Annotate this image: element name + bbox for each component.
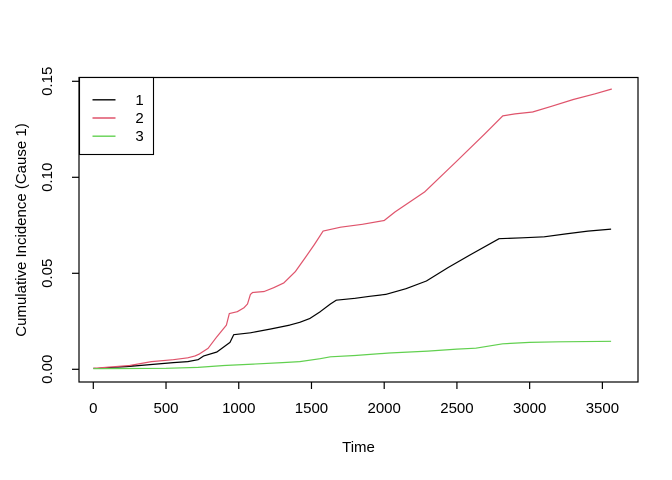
series-line-2 xyxy=(93,88,612,369)
y-tick-label: 0.10 xyxy=(39,163,56,192)
legend-entry-label-3: 3 xyxy=(135,128,143,145)
plot-border xyxy=(78,76,639,383)
x-tick-label: 3500 xyxy=(586,400,619,417)
x-tick-label: 1500 xyxy=(295,400,328,417)
y-tick-label: 0.05 xyxy=(39,259,56,288)
y-tick-label: 0.15 xyxy=(39,67,56,96)
x-axis-title: Time xyxy=(342,439,375,456)
y-axis-title: Cumulative Incidence (Cause 1) xyxy=(13,123,30,336)
legend-entry-label-2: 2 xyxy=(135,110,143,127)
x-tick-label: 2500 xyxy=(440,400,473,417)
x-tick-label: 1000 xyxy=(222,400,255,417)
x-tick-label: 2000 xyxy=(368,400,401,417)
x-tick-label: 0 xyxy=(89,400,97,417)
y-tick-label: 0.00 xyxy=(39,355,56,384)
plot-area: 0 500 1000 1500 2000 2500 3000 3500 0.00 0.05 0.10… xyxy=(39,67,639,417)
x-tick-label: 3000 xyxy=(513,400,546,417)
series-line-3 xyxy=(93,340,612,370)
legend-box xyxy=(78,76,155,156)
series-line-1 xyxy=(93,228,612,369)
x-tick-label: 500 xyxy=(154,400,179,417)
legend-entry-label-1: 1 xyxy=(135,92,143,109)
